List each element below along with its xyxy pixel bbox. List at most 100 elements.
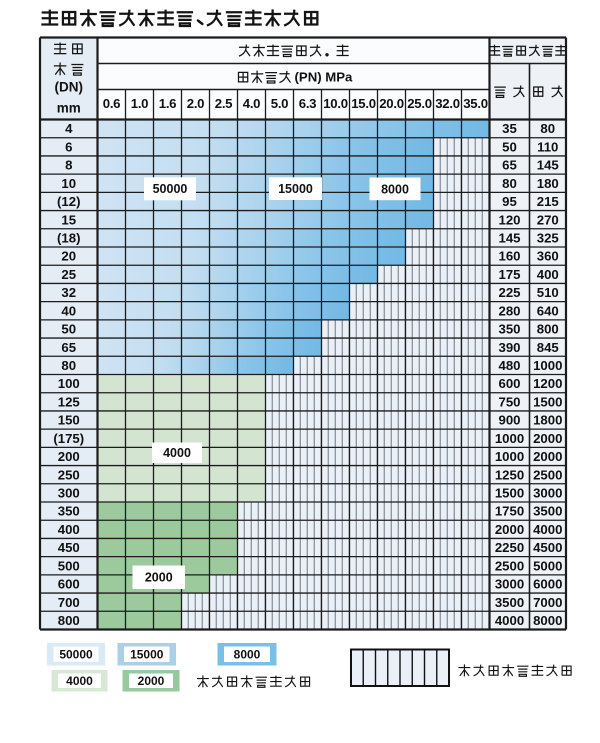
svg-text:800: 800: [58, 613, 80, 628]
svg-text:80: 80: [61, 358, 76, 373]
svg-text:15000: 15000: [130, 648, 164, 662]
svg-text:4000: 4000: [163, 446, 191, 460]
svg-text:4000: 4000: [495, 613, 524, 628]
svg-text:8000: 8000: [381, 182, 409, 196]
svg-text:110: 110: [537, 139, 558, 154]
svg-text:32.0: 32.0: [435, 96, 459, 111]
svg-text:450: 450: [58, 540, 80, 555]
svg-text:600: 600: [58, 577, 80, 592]
svg-text:25: 25: [61, 267, 76, 282]
svg-text:125: 125: [58, 394, 80, 409]
svg-text:1000: 1000: [495, 449, 524, 464]
svg-text:150: 150: [58, 413, 80, 428]
svg-text:180: 180: [537, 176, 559, 191]
svg-text:6.3: 6.3: [299, 96, 316, 111]
svg-text:1.6: 1.6: [159, 96, 176, 111]
svg-text:35.0: 35.0: [463, 96, 487, 111]
svg-text:10: 10: [61, 176, 76, 191]
svg-text:360: 360: [537, 249, 559, 264]
svg-text:35: 35: [502, 121, 517, 136]
svg-text:5.0: 5.0: [271, 96, 288, 111]
svg-text:2000: 2000: [533, 449, 562, 464]
svg-text:8: 8: [65, 158, 72, 173]
svg-text:200: 200: [58, 449, 80, 464]
svg-text:800: 800: [537, 322, 559, 337]
svg-text:120: 120: [498, 212, 520, 227]
svg-text:1000: 1000: [533, 358, 562, 373]
svg-text:100: 100: [58, 376, 80, 391]
svg-text:1500: 1500: [533, 394, 562, 409]
svg-text:4000: 4000: [533, 522, 562, 537]
svg-text:900: 900: [498, 413, 520, 428]
svg-text:80: 80: [540, 121, 555, 136]
svg-text:4: 4: [65, 121, 73, 136]
svg-text:2250: 2250: [495, 540, 524, 555]
svg-text:50000: 50000: [153, 182, 188, 196]
svg-text:3000: 3000: [495, 577, 524, 592]
svg-text:600: 600: [498, 376, 520, 391]
svg-text:1200: 1200: [533, 376, 562, 391]
svg-text:4500: 4500: [533, 540, 562, 555]
svg-text:0.6: 0.6: [103, 96, 120, 111]
svg-text:145: 145: [537, 158, 559, 173]
svg-text:215: 215: [537, 194, 559, 209]
svg-text:(12): (12): [57, 194, 80, 209]
svg-text:2000: 2000: [138, 674, 165, 688]
svg-text:(DN): (DN): [55, 80, 84, 95]
svg-text:65: 65: [61, 340, 76, 355]
svg-text:145: 145: [498, 230, 520, 245]
svg-text:300: 300: [58, 485, 80, 500]
svg-text:500: 500: [58, 558, 80, 573]
svg-text:1000: 1000: [495, 431, 524, 446]
svg-text:50000: 50000: [59, 648, 93, 662]
svg-text:350: 350: [58, 504, 80, 519]
svg-text:25.0: 25.0: [407, 96, 431, 111]
svg-text:80: 80: [502, 176, 517, 191]
svg-text:95: 95: [502, 194, 517, 209]
svg-text:1750: 1750: [495, 504, 524, 519]
svg-text:10.0: 10.0: [323, 96, 347, 111]
svg-text:750: 750: [498, 394, 520, 409]
svg-text:390: 390: [498, 340, 520, 355]
svg-text:3000: 3000: [533, 485, 562, 500]
svg-text:15: 15: [61, 212, 76, 227]
svg-text:2.0: 2.0: [187, 96, 204, 111]
svg-text:4000: 4000: [66, 674, 93, 688]
svg-text:2500: 2500: [533, 467, 562, 482]
svg-text:250: 250: [58, 467, 80, 482]
svg-text:3500: 3500: [533, 504, 562, 519]
svg-text:2.5: 2.5: [215, 96, 232, 111]
svg-text:1.0: 1.0: [131, 96, 148, 111]
svg-text:270: 270: [537, 212, 559, 227]
svg-text:225: 225: [498, 285, 520, 300]
svg-text:700: 700: [58, 595, 80, 610]
svg-text:7000: 7000: [533, 595, 562, 610]
svg-text:845: 845: [537, 340, 559, 355]
svg-text:50: 50: [502, 139, 517, 154]
svg-text:40: 40: [61, 303, 76, 318]
svg-text:6000: 6000: [533, 577, 562, 592]
svg-text:640: 640: [537, 303, 559, 318]
svg-text:(PN) MPa: (PN) MPa: [295, 70, 354, 85]
svg-text:5000: 5000: [533, 558, 562, 573]
svg-text:2000: 2000: [145, 571, 173, 585]
svg-text:400: 400: [537, 267, 559, 282]
svg-text:(175): (175): [53, 431, 84, 446]
svg-text:2500: 2500: [495, 558, 524, 573]
svg-text:50: 50: [61, 322, 76, 337]
svg-text:2000: 2000: [533, 431, 562, 446]
svg-text:(18): (18): [57, 230, 80, 245]
svg-text:325: 325: [537, 230, 559, 245]
svg-text:3500: 3500: [495, 595, 524, 610]
svg-text:510: 510: [537, 285, 559, 300]
svg-text:20.0: 20.0: [379, 96, 403, 111]
svg-text:4.0: 4.0: [243, 96, 260, 111]
svg-text:1250: 1250: [495, 467, 524, 482]
svg-text:175: 175: [498, 267, 520, 282]
svg-text:400: 400: [58, 522, 80, 537]
svg-text:8000: 8000: [234, 648, 261, 662]
svg-text:2000: 2000: [495, 522, 524, 537]
svg-text:mm: mm: [57, 100, 81, 115]
svg-text:1500: 1500: [495, 485, 524, 500]
svg-text:65: 65: [502, 158, 517, 173]
